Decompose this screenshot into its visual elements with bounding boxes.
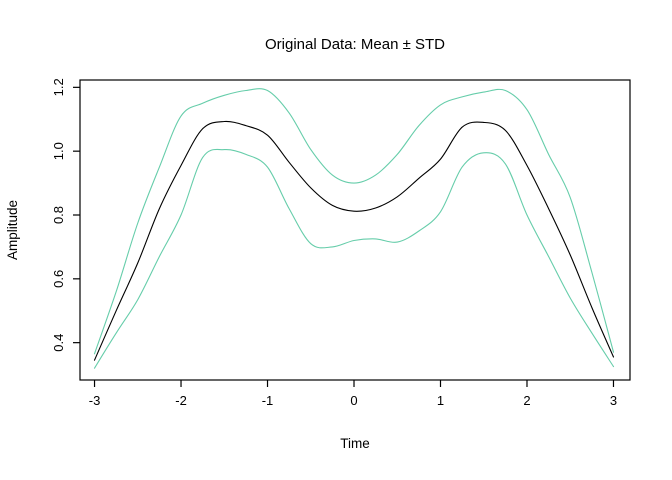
x-tick-label: 1 — [437, 393, 444, 408]
y-tick-label: 1.0 — [51, 142, 66, 160]
y-tick-label: 0.4 — [51, 334, 66, 352]
x-tick-label: -1 — [262, 393, 274, 408]
y-axis-label: Amplitude — [5, 200, 20, 260]
mean-minus-std-line — [93, 148, 615, 369]
x-tick-label: 2 — [523, 393, 530, 408]
y-tick-label: 1.2 — [51, 78, 66, 96]
y-tick-label: 0.8 — [51, 206, 66, 224]
x-tick-label: 3 — [610, 393, 617, 408]
chart-title: Original Data: Mean ± STD — [265, 36, 445, 53]
x-axis-label: Time — [340, 436, 370, 451]
mean-line — [93, 120, 615, 361]
plot-box — [79, 79, 631, 381]
x-tick-label: -2 — [175, 393, 187, 408]
mean-plus-std-line — [93, 88, 615, 355]
x-tick-label: 0 — [350, 393, 357, 408]
series-layer — [93, 88, 615, 369]
x-tick-label: -3 — [89, 393, 101, 408]
ticks-layer: -3 -2 -1 0 1 2 3 0.4 0.6 0.8 1.0 1.2 — [51, 78, 617, 408]
y-tick-label: 0.6 — [51, 270, 66, 288]
